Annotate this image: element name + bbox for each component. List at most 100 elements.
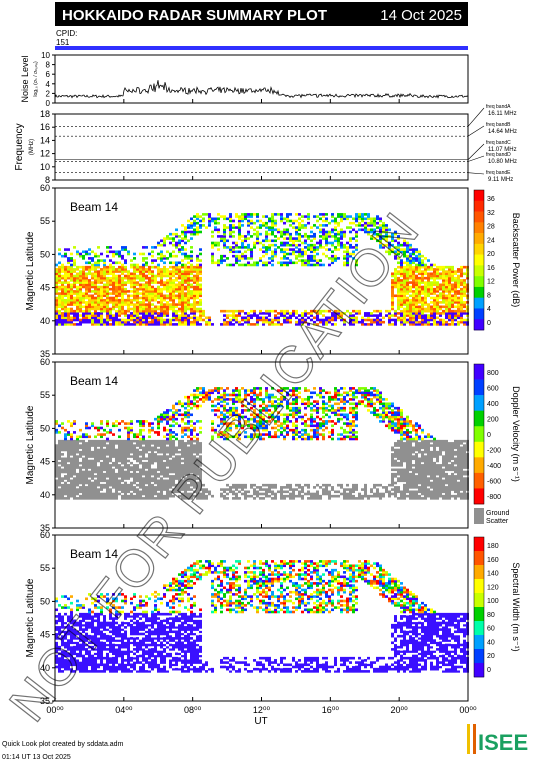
freq-tick-label: 10 (40, 162, 50, 172)
data-cell (55, 497, 58, 500)
data-cell (235, 433, 238, 436)
data-cell (61, 283, 64, 287)
data-cell (172, 475, 175, 478)
data-cell (133, 497, 136, 500)
data-cell (118, 479, 121, 483)
data-cell (256, 314, 259, 317)
data-cell (70, 303, 73, 306)
data-cell (70, 464, 73, 467)
data-cell (175, 318, 178, 322)
data-cell (220, 254, 223, 258)
data-cell (256, 237, 259, 240)
data-cell (142, 437, 145, 441)
data-cell (400, 292, 403, 295)
data-cell (271, 490, 274, 494)
data-cell (421, 276, 424, 280)
data-cell (190, 259, 193, 262)
data-cell (451, 314, 454, 317)
data-cell (193, 446, 196, 450)
data-cell (163, 314, 166, 317)
data-cell (130, 488, 133, 491)
data-cell (247, 420, 250, 423)
data-cell (355, 259, 358, 262)
data-cell (88, 298, 91, 302)
data-cell (172, 488, 175, 491)
data-cell (220, 492, 223, 496)
data-cell (418, 276, 421, 280)
data-cell (394, 283, 397, 287)
data-cell (106, 481, 109, 485)
data-cell (193, 219, 196, 223)
data-cell (109, 472, 112, 476)
data-cell (433, 270, 436, 273)
data-cell (229, 426, 232, 430)
data-cell (151, 426, 154, 430)
data-cell (268, 246, 271, 249)
data-cell (241, 243, 244, 247)
data-cell (157, 316, 160, 320)
data-cell (214, 221, 217, 225)
data-cell (343, 257, 346, 260)
data-cell (199, 265, 202, 269)
data-cell (145, 444, 148, 447)
data-cell (187, 224, 190, 227)
data-cell (190, 470, 193, 474)
data-cell (160, 316, 163, 320)
data-cell (403, 320, 406, 324)
data-cell (412, 305, 415, 309)
data-cell (148, 422, 151, 425)
data-cell (157, 455, 160, 458)
data-cell (106, 492, 109, 496)
data-cell (391, 237, 394, 240)
data-cell (64, 442, 67, 445)
data-cell (199, 446, 202, 450)
data-cell (193, 279, 196, 282)
data-cell (280, 248, 283, 251)
data-cell (199, 444, 202, 447)
data-cell (295, 312, 298, 315)
data-cell (136, 450, 139, 454)
data-cell (190, 413, 193, 417)
data-cell (307, 243, 310, 247)
data-cell (97, 261, 100, 265)
data-cell (412, 250, 415, 254)
data-cell (169, 494, 172, 498)
data-cell (64, 254, 67, 258)
data-cell (58, 475, 61, 478)
data-cell (91, 466, 94, 469)
data-cell (181, 287, 184, 291)
data-cell (94, 279, 97, 282)
data-cell (61, 448, 64, 452)
data-cell (415, 305, 418, 309)
plot-title: HOKKAIDO RADAR SUMMARY PLOT (62, 7, 327, 24)
data-cell (274, 224, 277, 227)
data-cell (220, 323, 223, 326)
data-cell (184, 296, 187, 300)
data-cell (184, 235, 187, 238)
data-cell (133, 257, 136, 260)
data-cell (58, 483, 61, 487)
data-cell (121, 466, 124, 469)
data-cell (280, 230, 283, 234)
data-cell (172, 444, 175, 447)
data-cell (139, 270, 142, 273)
data-cell (373, 237, 376, 240)
data-cell (184, 479, 187, 483)
data-cell (112, 279, 115, 282)
data-cell (121, 497, 124, 500)
data-cell (358, 215, 361, 218)
data-cell (463, 285, 466, 289)
data-cell (280, 486, 283, 489)
data-cell (169, 466, 172, 469)
data-cell (229, 314, 232, 317)
data-cell (85, 312, 88, 315)
data-cell (187, 464, 190, 467)
data-cell (61, 459, 64, 463)
data-cell (190, 475, 193, 478)
data-cell (253, 424, 256, 428)
data-cell (118, 261, 121, 265)
data-cell (181, 479, 184, 483)
data-cell (124, 488, 127, 491)
data-cell (76, 292, 79, 295)
data-cell (382, 224, 385, 227)
